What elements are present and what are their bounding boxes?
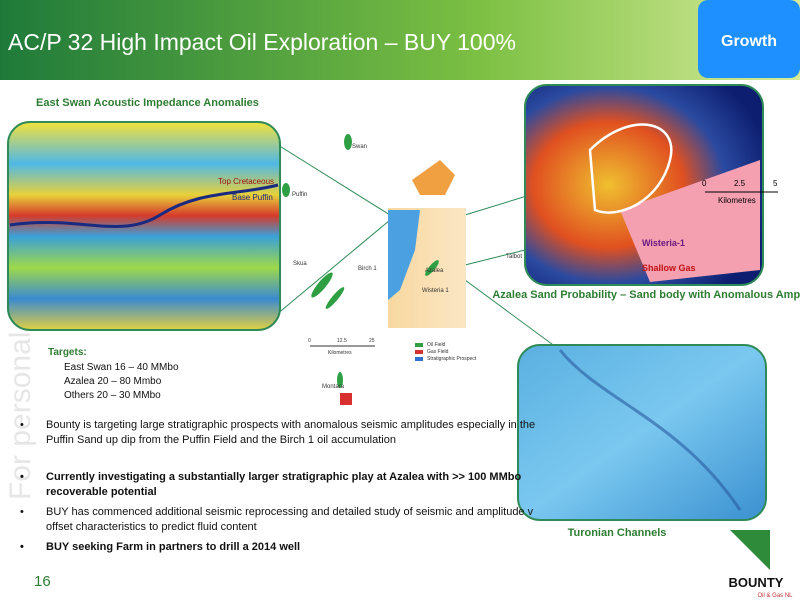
label: Montara [322,384,345,390]
title: AC/P 32 High Impact Oil Exploration – BU… [8,29,516,55]
label: Birch 1 [358,266,377,272]
bullet: Currently investigating a substantially … [20,470,536,500]
label: Wisteria 1 [422,288,449,294]
bullet: BUY seeking Farm in partners to drill a … [20,540,536,555]
label: Kilometres [328,350,352,356]
label: Gas Field [427,349,449,355]
label: Skua [293,261,307,267]
seismic-image [7,121,281,331]
logo-name: BOUNTY [729,575,784,590]
logo-mark [730,530,770,570]
horizon-label: Base Puffin [232,193,273,202]
label: 2.5 [734,179,746,188]
label: 25 [369,338,375,344]
map-sea [388,210,420,300]
label: Azalea [425,268,444,274]
label: 5 [773,179,778,188]
gas-field [340,393,352,405]
map-scale-labels: 0 12.5 25 Kilometres [308,338,375,356]
label: Kilometres [718,196,756,205]
page-number: 16 [34,573,51,590]
bullet: Bounty is targeting large stratigraphic … [20,418,536,448]
map-labels: Swan Puffin Skua Birch 1 Talbot Azalea Wisteri… [292,144,522,390]
australia [412,160,455,195]
panel-title: Azalea Sand Probability – Sand body with… [492,289,800,301]
panel-title: Turonian Channels [568,527,667,539]
label: Others 20 – 30 MMbo [64,390,161,401]
connectors [269,139,561,351]
label: Puffin [292,192,307,198]
legend-swatch [415,343,423,347]
targets: East Swan 16 – 40 MMbo Azalea 20 – 80 Mmb… [64,362,179,401]
tag-box [698,0,800,78]
panel-title: East Swan Acoustic Impedance Anomalies [36,97,259,109]
label: Oil Field [427,342,446,348]
header-bar [0,0,800,80]
legend-swatch [415,350,423,354]
tag: Growth [721,33,777,50]
shallow-gas [620,160,760,282]
label: Stratigraphic Prospect [427,356,477,362]
targets-title: Targets: [48,347,87,358]
logo-sub: Oil & Gas NL [757,593,793,599]
well-label: Wisteria-1 [642,238,685,248]
label: 0 [308,338,311,344]
label: East Swan 16 – 40 MMbo [64,362,179,373]
gas-label: Shallow Gas [642,263,696,273]
horizon-label: Top Cretaceous [218,177,274,186]
legend-swatch [415,357,423,361]
label: 0 [702,179,707,188]
bullet: BUY has commenced additional seismic rep… [20,505,536,535]
horizon [9,183,279,228]
label: Azalea 20 – 80 Mmbo [64,376,162,387]
oil-fields [282,134,439,388]
channel [558,349,742,511]
label: Swan [352,144,367,150]
label: Talbot [506,254,522,260]
az-scale-labels: 0 2.5 5 Kilometres [702,179,778,205]
label: 12.5 [337,338,347,344]
sand-body [588,123,673,214]
